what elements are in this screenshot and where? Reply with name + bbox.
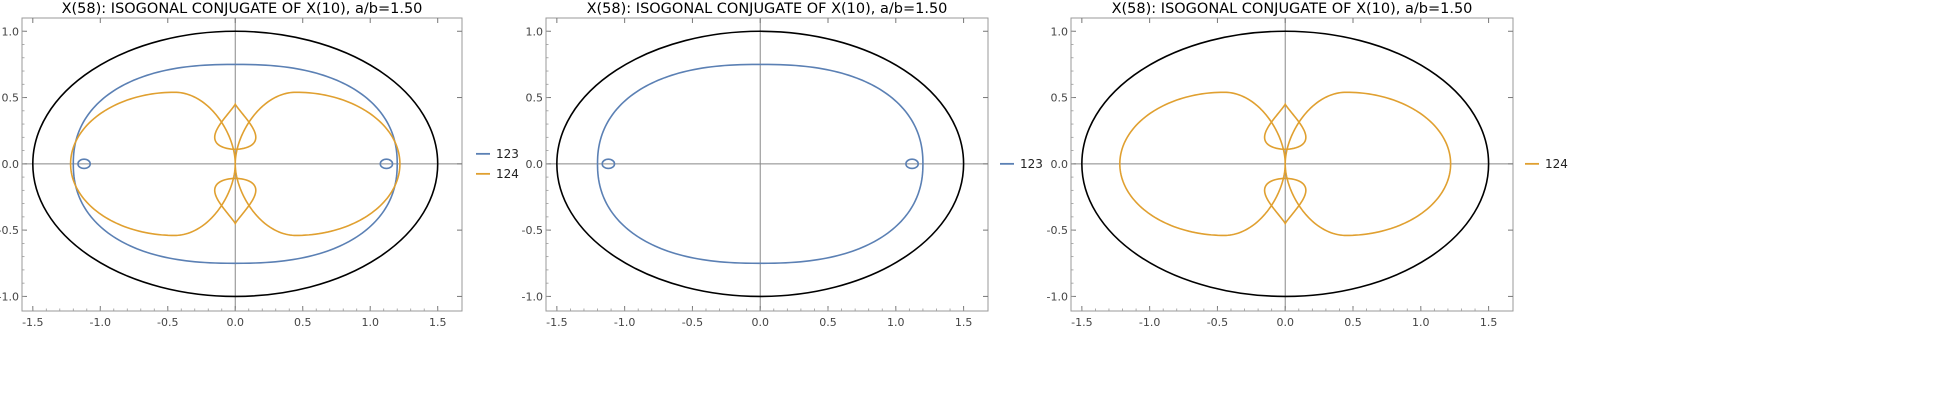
- legend-label: 124: [1545, 157, 1568, 171]
- plot-frame: [1070, 17, 1514, 312]
- series-124: 124: [1119, 91, 1568, 237]
- legend-label: 123: [1020, 157, 1043, 171]
- y-tick-label: 0.0: [1051, 158, 1069, 171]
- x-tick-label: 1.0: [1412, 316, 1430, 329]
- y-tick-label: -1.0: [0, 290, 19, 303]
- x-tick-label: 1.5: [429, 316, 447, 329]
- y-tick-label: 1.0: [1051, 25, 1069, 38]
- locus-curve: [72, 63, 399, 265]
- x-tick-label: 0.5: [1344, 316, 1362, 329]
- reference-ellipse: [31, 30, 439, 298]
- reference-ellipse: [556, 30, 965, 298]
- chart-title: X(58): ISOGONAL CONJUGATE OF X(10), a/b=…: [62, 1, 423, 17]
- y-tick-label: 0.0: [2, 158, 20, 171]
- lower-inner-loop: [213, 177, 257, 226]
- y-tick-label: -1.0: [522, 290, 543, 303]
- x-tick-label: -0.5: [1207, 316, 1228, 329]
- series-123: 123: [596, 63, 1043, 265]
- x-tick-label: -1.0: [90, 316, 111, 329]
- chart-title: X(58): ISOGONAL CONJUGATE OF X(10), a/b=…: [1112, 1, 1473, 17]
- x-tick-label: 0.5: [819, 316, 837, 329]
- small-loop: [601, 158, 616, 170]
- x-tick-label: 0.0: [227, 316, 245, 329]
- x-tick-label: -1.5: [22, 316, 43, 329]
- x-tick-label: 0.0: [751, 316, 769, 329]
- x-tick-label: 1.0: [887, 316, 905, 329]
- x-tick-label: -1.5: [1071, 316, 1092, 329]
- chart-panel-2: X(58): ISOGONAL CONJUGATE OF X(10), a/b=…: [522, 1, 1043, 329]
- y-tick-label: 0.5: [1051, 92, 1069, 105]
- x-tick-label: -1.5: [546, 316, 567, 329]
- chart-title: X(58): ISOGONAL CONJUGATE OF X(10), a/b=…: [587, 1, 948, 17]
- right-lobe: [234, 91, 401, 237]
- small-loop: [379, 158, 394, 170]
- upper-inner-loop: [1263, 102, 1307, 151]
- plot-frame: [545, 17, 989, 312]
- plot-frame: [21, 17, 463, 312]
- small-loop: [77, 158, 92, 170]
- legend-label: 123: [496, 147, 519, 161]
- chart-panel-3: X(58): ISOGONAL CONJUGATE OF X(10), a/b=…: [1047, 1, 1568, 329]
- x-tick-label: -0.5: [157, 316, 178, 329]
- locus-curve: [596, 63, 924, 265]
- x-tick-label: 1.0: [361, 316, 379, 329]
- y-tick-label: -0.5: [0, 224, 19, 237]
- y-tick-label: 0.5: [526, 92, 544, 105]
- small-loop: [905, 158, 920, 170]
- right-lobe: [1284, 91, 1452, 237]
- left-lobe: [69, 91, 237, 237]
- x-tick-label: 0.5: [294, 316, 312, 329]
- x-tick-label: -1.0: [614, 316, 635, 329]
- y-tick-label: -1.0: [1047, 290, 1068, 303]
- series-123: 123: [72, 63, 519, 265]
- x-tick-label: 1.5: [1480, 316, 1498, 329]
- x-tick-label: -0.5: [682, 316, 703, 329]
- x-tick-label: 0.0: [1276, 316, 1294, 329]
- lower-inner-loop: [1263, 177, 1307, 226]
- y-tick-label: 1.0: [526, 25, 544, 38]
- x-tick-label: 1.5: [955, 316, 973, 329]
- y-tick-label: 0.5: [2, 92, 20, 105]
- y-tick-label: 1.0: [2, 25, 20, 38]
- chart-panel-1: X(58): ISOGONAL CONJUGATE OF X(10), a/b=…: [0, 1, 519, 329]
- upper-inner-loop: [213, 102, 257, 151]
- x-tick-label: -1.0: [1139, 316, 1160, 329]
- reference-ellipse: [1081, 30, 1490, 298]
- legend-label: 124: [496, 167, 519, 181]
- y-tick-label: -0.5: [1047, 224, 1068, 237]
- y-tick-label: -0.5: [522, 224, 543, 237]
- left-lobe: [1119, 91, 1287, 237]
- y-tick-label: 0.0: [526, 158, 544, 171]
- series-124: 124: [69, 91, 519, 237]
